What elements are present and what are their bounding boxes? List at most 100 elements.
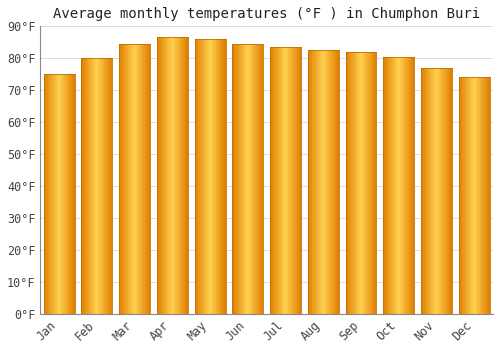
Bar — [127, 44, 128, 314]
Bar — [83, 58, 84, 314]
Bar — [337, 50, 338, 314]
Bar — [87, 58, 88, 314]
Bar — [372, 52, 374, 314]
Bar — [46, 74, 47, 314]
Bar — [435, 68, 436, 314]
Bar — [200, 39, 201, 314]
Bar — [178, 37, 180, 314]
Bar — [94, 58, 96, 314]
Bar — [357, 52, 358, 314]
Bar — [96, 58, 97, 314]
Bar — [120, 44, 122, 314]
Bar — [352, 52, 354, 314]
Bar — [44, 74, 45, 314]
Bar — [138, 44, 140, 314]
Bar — [161, 37, 162, 314]
Bar — [287, 47, 288, 314]
Bar — [424, 68, 425, 314]
Bar — [168, 37, 170, 314]
Bar — [107, 58, 108, 314]
Bar — [157, 37, 158, 314]
Bar — [432, 68, 434, 314]
Bar — [298, 47, 300, 314]
Bar — [197, 39, 198, 314]
Bar — [140, 44, 141, 314]
Bar — [262, 44, 264, 314]
Bar — [488, 77, 489, 314]
Bar — [470, 77, 471, 314]
Bar — [126, 44, 127, 314]
Bar — [398, 57, 400, 314]
Bar — [310, 50, 311, 314]
Bar — [311, 50, 312, 314]
Bar — [467, 77, 468, 314]
Bar — [136, 44, 137, 314]
Bar — [212, 39, 213, 314]
Bar — [321, 50, 322, 314]
Bar — [387, 57, 388, 314]
Bar — [144, 44, 146, 314]
Bar — [425, 68, 426, 314]
Bar — [327, 50, 328, 314]
Bar — [222, 39, 223, 314]
Bar — [123, 44, 124, 314]
Bar — [164, 37, 166, 314]
Bar — [257, 44, 258, 314]
Bar — [385, 57, 386, 314]
Bar — [466, 77, 467, 314]
Bar — [142, 44, 143, 314]
Bar — [476, 77, 478, 314]
Bar — [173, 37, 174, 314]
Bar — [202, 39, 203, 314]
Bar — [408, 57, 409, 314]
Bar — [350, 52, 351, 314]
Bar — [450, 68, 451, 314]
Bar — [316, 50, 317, 314]
Bar — [137, 44, 138, 314]
Bar — [132, 44, 133, 314]
Bar — [445, 68, 446, 314]
Bar — [392, 57, 394, 314]
Bar — [243, 44, 244, 314]
Bar — [271, 47, 272, 314]
Bar — [88, 58, 89, 314]
Bar — [472, 77, 474, 314]
Bar — [277, 47, 278, 314]
Bar — [82, 58, 83, 314]
Bar — [312, 50, 313, 314]
Bar — [461, 77, 462, 314]
Bar — [469, 77, 470, 314]
Bar — [110, 58, 111, 314]
Bar — [367, 52, 368, 314]
Bar — [486, 77, 488, 314]
Bar — [449, 68, 450, 314]
Bar — [297, 47, 298, 314]
Bar — [224, 39, 225, 314]
Bar — [481, 77, 482, 314]
Bar — [170, 37, 171, 314]
Bar — [280, 47, 281, 314]
Bar — [272, 47, 273, 314]
Bar — [225, 39, 226, 314]
Bar — [232, 44, 233, 314]
Bar — [244, 44, 246, 314]
Bar — [314, 50, 315, 314]
Bar — [48, 74, 49, 314]
Bar — [162, 37, 163, 314]
Bar — [274, 47, 276, 314]
Bar — [237, 44, 238, 314]
Bar — [394, 57, 395, 314]
Bar — [320, 50, 321, 314]
Bar — [203, 39, 204, 314]
Bar — [54, 74, 56, 314]
Bar — [172, 37, 173, 314]
Bar — [412, 57, 414, 314]
Bar — [174, 37, 176, 314]
Bar — [294, 47, 295, 314]
Bar — [253, 44, 254, 314]
Bar — [409, 57, 410, 314]
Bar — [375, 52, 376, 314]
Bar — [148, 44, 150, 314]
Bar — [217, 39, 218, 314]
Bar — [166, 37, 167, 314]
